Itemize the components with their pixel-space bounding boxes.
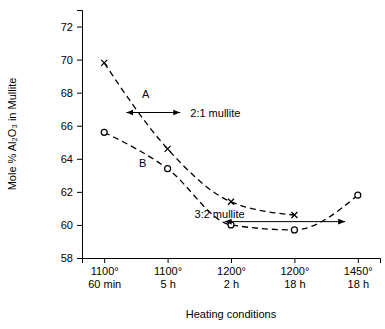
y-axis-line: [77, 11, 83, 259]
marker: [101, 129, 107, 135]
annotation-text: 3:2 mullite: [195, 208, 245, 220]
y-tick-mark: [77, 159, 82, 160]
y-tick-label: 66: [61, 120, 73, 132]
x-tick: 1100°5 h: [154, 258, 182, 290]
x-tick-label: 1450°18 h: [344, 265, 373, 290]
marker: [228, 222, 234, 228]
x-tick: 1100°60 min: [88, 258, 121, 290]
x-axis: 1100°60 min 1100°5 h 1200°2 h 1200°18 h 1450…: [83, 258, 381, 290]
y-axis-title: Mole % Al₂O₃ in Mullite: [6, 78, 18, 191]
marker: [165, 146, 171, 152]
y-tick-mark: [77, 60, 82, 61]
y-tick-label: 58: [61, 252, 73, 264]
y-tick: 62: [61, 186, 82, 198]
y-tick: 64: [61, 153, 82, 165]
series-label: A: [142, 88, 150, 100]
x-tick: 1450°18 h: [344, 258, 373, 290]
x-tick-mark: [168, 258, 169, 263]
y-tick-label: 68: [61, 87, 73, 99]
marker: [291, 212, 297, 218]
series-line: [104, 63, 294, 215]
marker: [165, 166, 171, 172]
y-tick: 60: [61, 219, 82, 231]
y-tick-label: 60: [61, 219, 73, 231]
y-tick-label: 72: [61, 21, 73, 33]
y-tick-label: 62: [61, 186, 73, 198]
x-tick: 1200°2 h: [217, 258, 246, 290]
y-tick: 58: [61, 252, 82, 264]
marker: [355, 192, 361, 198]
x-tick-label: 1200°18 h: [280, 265, 309, 290]
y-tick: 72: [61, 21, 82, 33]
y-tick: 70: [61, 54, 82, 66]
y-tick-mark: [77, 27, 82, 28]
annotation-text: 2:1 mullite: [190, 107, 240, 119]
y-tick-label: 64: [61, 153, 73, 165]
y-tick-mark: [77, 258, 82, 259]
x-tick-mark: [104, 258, 105, 263]
annotation-arrow: [126, 112, 180, 113]
annotation-arrow: [225, 221, 345, 222]
y-tick: 68: [61, 87, 82, 99]
series-line: [104, 132, 358, 230]
x-tick-label: 1100°5 h: [154, 265, 182, 290]
y-tick-mark: [77, 93, 82, 94]
x-tick-mark: [294, 258, 295, 263]
y-tick-label: 70: [61, 54, 73, 66]
x-tick-label: 1100°60 min: [88, 265, 121, 290]
x-tick: 1200°18 h: [280, 258, 309, 290]
series-label: B: [139, 157, 146, 169]
x-tick-mark: [231, 258, 232, 263]
x-axis-title: Heating conditions: [186, 308, 277, 320]
y-tick-mark: [77, 192, 82, 193]
y-axis: 58 60 62 64 66 68 70 72: [61, 11, 83, 265]
y-tick-mark: [77, 126, 82, 127]
y-tick: 66: [61, 120, 82, 132]
y-tick-mark: [77, 225, 82, 226]
chart: 58 60 62 64 66 68 70 72 1100°60 min 1100°5 h 1200°…: [0, 0, 385, 329]
marker: [291, 227, 297, 233]
x-tick-mark: [358, 258, 359, 263]
x-axis-line: [83, 259, 381, 264]
marker: [228, 199, 234, 205]
plot-area: [101, 60, 361, 233]
x-tick-label: 1200°2 h: [217, 265, 246, 290]
marker: [101, 60, 107, 66]
